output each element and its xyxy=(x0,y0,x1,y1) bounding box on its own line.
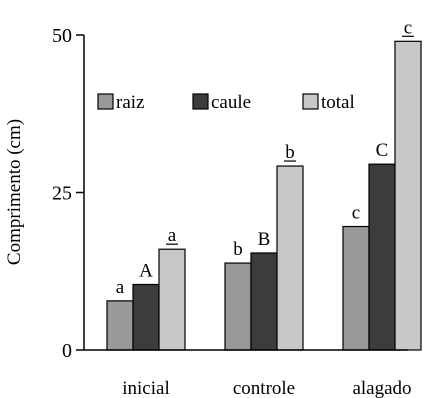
data-label-raiz-controle: b xyxy=(233,239,243,260)
legend-swatch-caule xyxy=(192,93,209,110)
legend-swatch-total xyxy=(302,93,319,110)
x-tick-label-alagado: alagado xyxy=(352,378,411,398)
bar-total-controle xyxy=(276,165,304,351)
bars xyxy=(106,40,422,351)
data-label-caule-controle: B xyxy=(258,229,271,250)
bar-raiz-inicial xyxy=(106,300,134,351)
legend-label-raiz: raiz xyxy=(116,92,144,113)
x-tick-label-inicial: inicial xyxy=(122,378,169,398)
legend-label-caule: caule xyxy=(211,92,251,113)
bar-total-alagado xyxy=(394,40,422,351)
x-tick-label-controle: controle xyxy=(233,378,295,398)
data-label-total-controle: b xyxy=(285,142,295,163)
y-tick-label: 50 xyxy=(52,25,72,47)
y-tick-label: 0 xyxy=(62,340,72,362)
y-tick-label: 25 xyxy=(52,183,72,205)
bar-caule-controle xyxy=(250,252,278,351)
data-label-total-alagado: c xyxy=(404,17,412,38)
y-axis-title: Comprimento (cm) xyxy=(4,119,25,265)
x-axis: inicial controle alagado xyxy=(84,349,412,398)
data-label-raiz-inicial: a xyxy=(116,277,125,298)
bar-total-inicial xyxy=(158,248,186,351)
legend: raiz caule total xyxy=(97,92,355,113)
data-label-raiz-alagado: c xyxy=(352,203,360,224)
y-axis: 0 25 50 xyxy=(52,25,85,362)
bar-caule-alagado xyxy=(368,163,396,351)
bar-raiz-alagado xyxy=(342,225,370,351)
bar-raiz-controle xyxy=(224,262,252,351)
bar-caule-inicial xyxy=(132,283,160,351)
legend-label-total: total xyxy=(321,92,355,113)
legend-swatch-raiz xyxy=(97,93,114,110)
data-label-caule-alagado: C xyxy=(376,140,389,161)
data-label-total-inicial: a xyxy=(168,225,177,246)
data-label-caule-inicial: A xyxy=(139,260,153,281)
